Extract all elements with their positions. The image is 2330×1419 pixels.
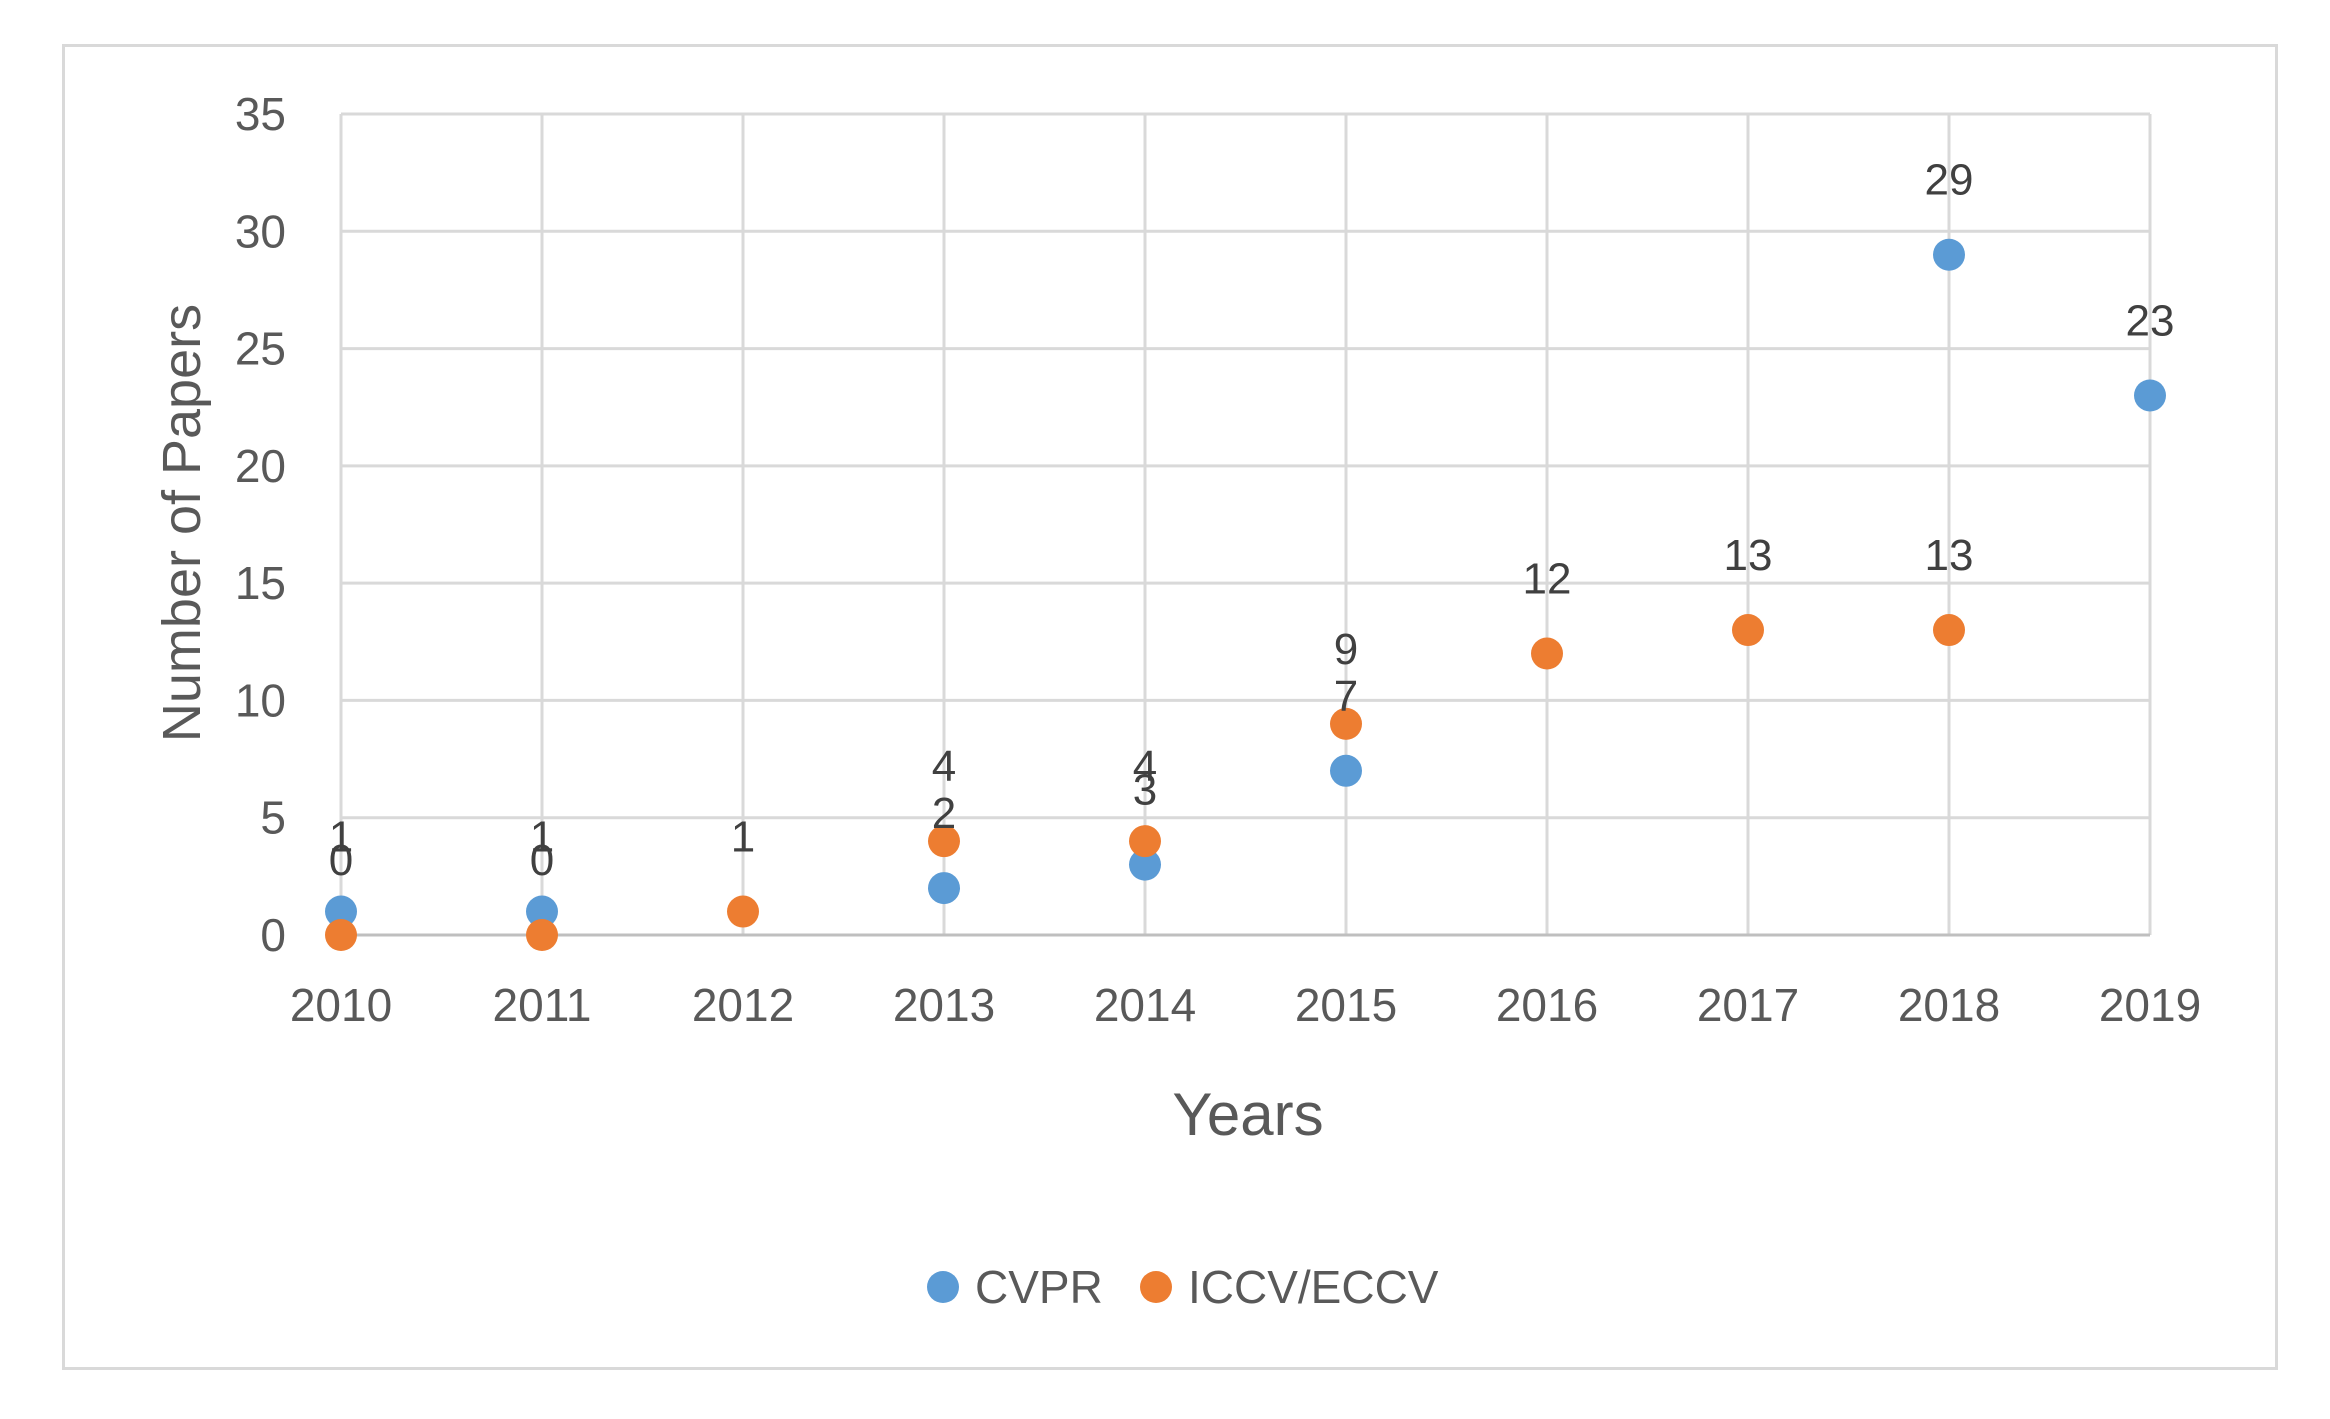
legend-label-iccv-eccv: ICCV/ECCV — [1188, 1261, 1439, 1313]
y-tick-label: 15 — [235, 557, 286, 609]
data-label-iccv-eccv: 4 — [1133, 742, 1157, 791]
legend-marker-iccv-eccv — [1140, 1271, 1172, 1303]
y-tick-label: 20 — [235, 440, 286, 492]
point-cvpr — [2134, 379, 2166, 412]
data-label-iccv-eccv: 9 — [1334, 625, 1358, 674]
x-tick-label: 2013 — [893, 979, 995, 1031]
x-axis-title: Years — [1172, 1081, 1323, 1148]
point-iccv-eccv — [1933, 614, 1965, 647]
point-iccv-eccv — [1330, 707, 1362, 740]
data-label-iccv-eccv: 13 — [1925, 531, 1974, 580]
y-tick-label: 0 — [260, 909, 286, 961]
legend-item-cvpr: CVPR — [927, 1261, 1103, 1313]
point-cvpr — [325, 895, 357, 928]
point-cvpr — [526, 895, 558, 928]
data-label-iccv-eccv: 0 — [329, 836, 353, 885]
data-label-iccv-eccv: 12 — [1523, 555, 1572, 604]
point-cvpr — [1129, 848, 1161, 881]
data-label-cvpr: 2 — [932, 789, 956, 838]
legend-label-cvpr: CVPR — [975, 1261, 1103, 1313]
point-iccv-eccv — [1732, 614, 1764, 647]
point-cvpr — [928, 872, 960, 905]
points-layer — [325, 238, 2166, 951]
legend-marker-cvpr — [927, 1271, 959, 1303]
x-tick-label: 2014 — [1094, 979, 1196, 1031]
y-axis-title: Number of Papers — [152, 304, 212, 742]
data-label-iccv-eccv: 1 — [731, 813, 755, 862]
legend: CVPR ICCV/ECCV — [927, 1261, 1439, 1313]
point-iccv-eccv — [1129, 825, 1161, 858]
x-tick-label: 2015 — [1295, 979, 1397, 1031]
y-tick-label: 35 — [235, 88, 286, 140]
point-cvpr — [1330, 754, 1362, 787]
data-label-cvpr: 3 — [1133, 766, 1157, 815]
y-tick-label: 25 — [235, 323, 286, 375]
data-label-iccv-eccv: 0 — [530, 836, 554, 885]
data-label-cvpr: 23 — [2126, 296, 2175, 345]
data-label-cvpr: 1 — [329, 813, 353, 862]
x-tick-label: 2017 — [1697, 979, 1799, 1031]
point-iccv-eccv — [727, 895, 759, 928]
point-iccv-eccv — [928, 825, 960, 858]
x-tick-label: 2019 — [2099, 979, 2201, 1031]
point-iccv-eccv — [1531, 637, 1563, 670]
data-label-cvpr: 29 — [1925, 156, 1974, 205]
x-tick-label: 2016 — [1496, 979, 1598, 1031]
point-iccv-eccv — [526, 919, 558, 951]
data-label-iccv-eccv: 13 — [1724, 531, 1773, 580]
data-label-cvpr: 7 — [1334, 672, 1358, 721]
y-tick-label: 30 — [235, 205, 286, 257]
chart-frame — [62, 44, 2278, 1370]
x-tick-label: 2012 — [692, 979, 794, 1031]
point-cvpr — [1933, 238, 1965, 271]
grid-layer — [339, 112, 2152, 935]
x-tick-label: 2011 — [493, 979, 592, 1031]
y-tick-label: 5 — [260, 792, 286, 844]
x-tick-label: 2018 — [1898, 979, 2000, 1031]
data-label-iccv-eccv: 4 — [932, 742, 956, 791]
legend-item-iccv-eccv: ICCV/ECCV — [1140, 1261, 1439, 1313]
point-iccv-eccv — [325, 919, 357, 951]
x-tick-label: 2010 — [290, 979, 392, 1031]
y-tick-label: 10 — [235, 674, 286, 726]
data-label-cvpr: 1 — [530, 813, 554, 862]
